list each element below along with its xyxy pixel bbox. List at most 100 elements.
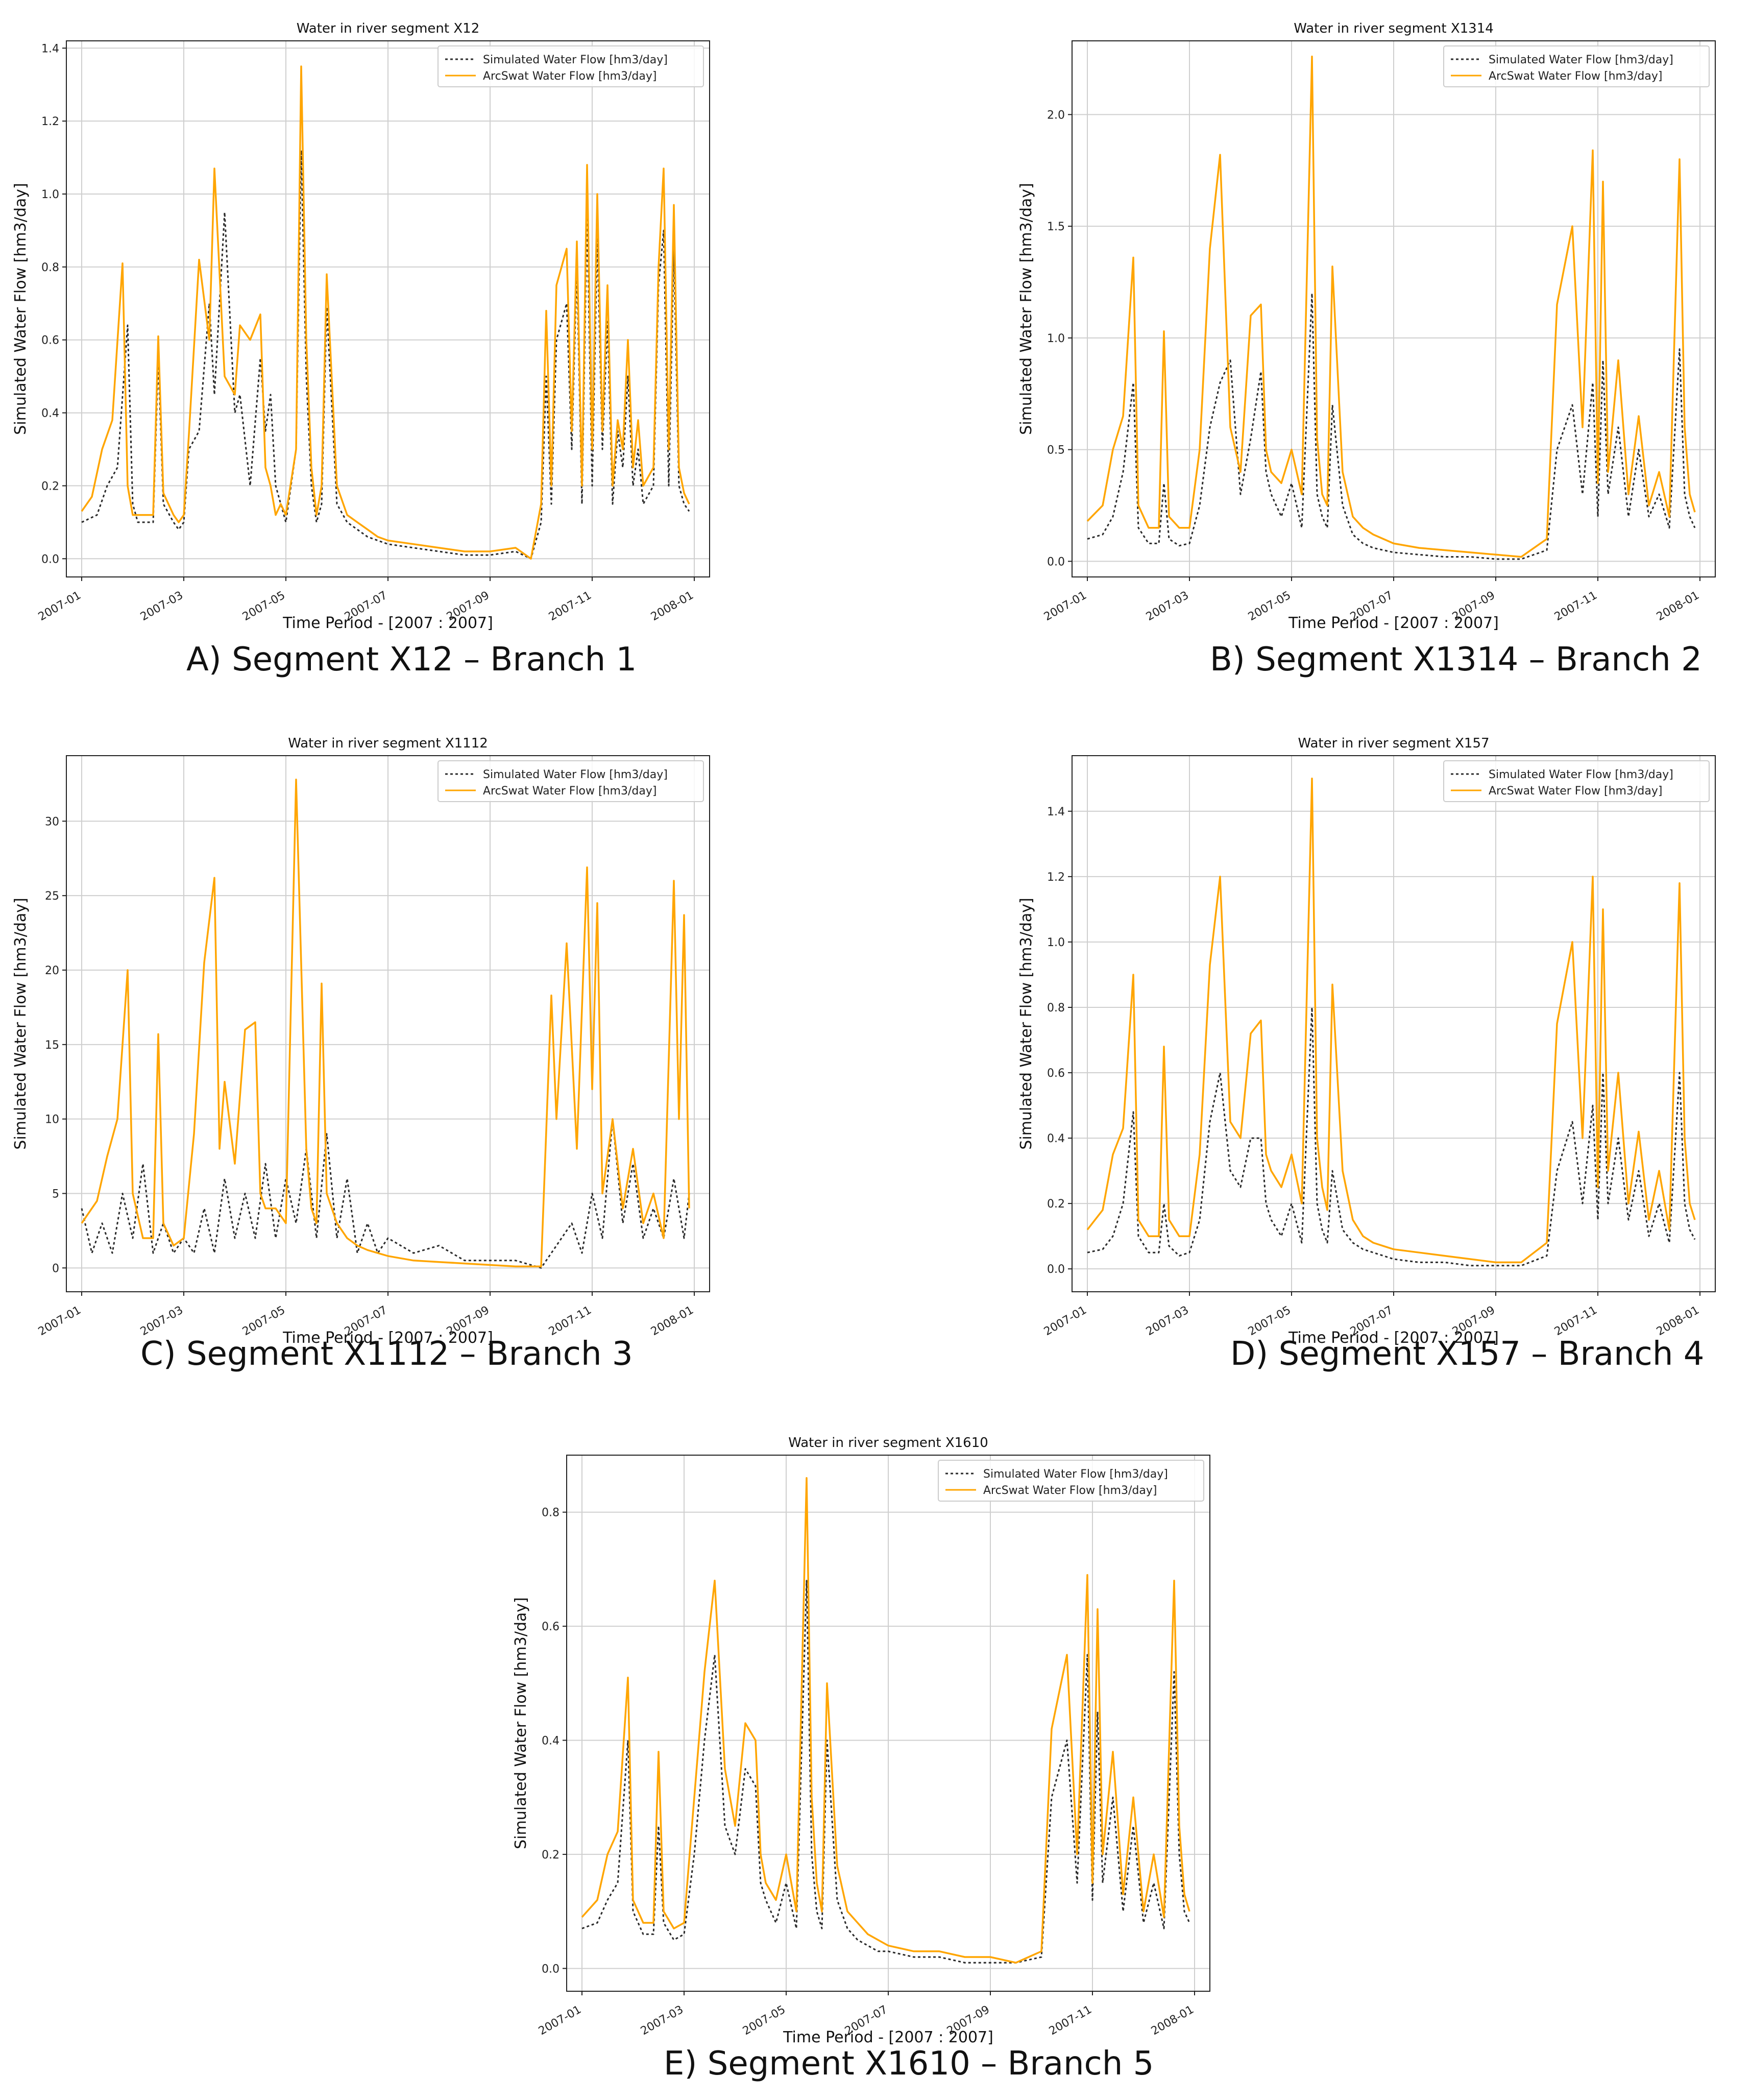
chart-x157: Water in river segment X157 0.0 0.2 0.4 0.6 0… [1017, 736, 1716, 1347]
legend-box [1443, 760, 1710, 802]
series-simulated-line [1087, 1006, 1696, 1267]
y-tick-label: 1.0 [41, 188, 59, 201]
x-tick-label: 2008-01 [1655, 589, 1701, 624]
caption-b: B) Segment X1314 – Branch 2 [1210, 641, 1702, 679]
y-tick-label: 25 [45, 890, 59, 903]
y-tick-label: 0.2 [41, 480, 59, 493]
plot-frame [1072, 755, 1716, 1292]
legend-label: Simulated Water Flow [hm3/day] [483, 54, 668, 66]
x-tick-label: 2007-11 [547, 589, 594, 624]
x-tick-label: 2007-01 [1042, 589, 1089, 624]
x-tick-label: 2007-11 [1552, 589, 1599, 624]
x-tick-label: 2008-01 [649, 1304, 696, 1339]
x-tick-label: 2008-01 [1655, 1304, 1701, 1339]
series-arcswat-line [1086, 55, 1696, 558]
x-tick-label: 2007-05 [240, 1304, 287, 1339]
y-tick-label: 0.0 [1047, 1263, 1065, 1276]
y-tick-label: 0.8 [542, 1507, 560, 1519]
y-axis-label: Simulated Water Flow [hm3/day] [12, 183, 30, 435]
y-tick-label: 0.6 [1047, 1067, 1065, 1080]
y-tick-label: 0.8 [1047, 1002, 1065, 1015]
series-simulated-line [1087, 292, 1696, 560]
chart-panel-b: Water in river segment X1314 0.0 0.5 1.0 1.5… [1016, 10, 1741, 669]
plot-frame [66, 40, 710, 577]
chart-x1610: Water in river segment X1610 0.0 0.2 0.4 0.6… [512, 1435, 1210, 2046]
chart-x1314: Water in river segment X1314 0.0 0.5 1.0 1.5… [1017, 21, 1716, 632]
y-tick-label: 5 [52, 1188, 59, 1201]
x-tick-label: 2007-05 [240, 589, 287, 624]
x-tick-label: 2007-03 [639, 2004, 686, 2038]
x-axis-label: Time Period - [2007 : 2007] [1288, 614, 1499, 632]
x-axis-label: Time Period - [2007 : 2007] [783, 2029, 993, 2046]
y-tick-label: 0.2 [1047, 1198, 1065, 1211]
y-tick-label: 0.4 [41, 407, 59, 420]
chart-panel-e: Water in river segment X1610 0.0 0.2 0.4 0.6… [510, 1425, 1235, 2083]
legend-box [938, 1460, 1204, 1502]
chart-title: Water in river segment X1112 [288, 736, 488, 751]
x-tick-label: 2007-01 [36, 1304, 83, 1339]
chart-title: Water in river segment X157 [1298, 736, 1489, 751]
chart-panel-d: Water in river segment X157 0.0 0.2 0.4 0.6 0… [1016, 725, 1741, 1384]
series-arcswat-line [81, 65, 690, 560]
y-tick-label: 1.4 [41, 42, 59, 55]
caption-e: E) Segment X1610 – Branch 5 [664, 2045, 1154, 2083]
x-tick-label: 2007-11 [1552, 1304, 1599, 1339]
legend-label: Simulated Water Flow [hm3/day] [483, 768, 668, 781]
legend-box [437, 45, 704, 87]
caption-a: A) Segment X12 – Branch 1 [186, 641, 637, 679]
legend-label: ArcSwat Water Flow [hm3/day] [1489, 70, 1662, 83]
legend-label: Simulated Water Flow [hm3/day] [983, 1468, 1168, 1481]
y-tick-label: 0.5 [1047, 444, 1065, 457]
x-axis-label: Time Period - [2007 : 2007] [1288, 1329, 1499, 1347]
y-tick-label: 0.0 [1047, 556, 1065, 568]
x-tick-label: 2007-03 [1144, 1304, 1191, 1339]
x-tick-label: 2007-01 [1042, 1304, 1089, 1339]
y-tick-label: 2.0 [1047, 109, 1065, 122]
x-axis-label: Time Period - [2007 : 2007] [282, 1329, 493, 1347]
x-axis-label: Time Period - [2007 : 2007] [282, 614, 493, 632]
chart-title: Water in river segment X1610 [788, 1435, 988, 1451]
y-tick-label: 15 [45, 1039, 59, 1052]
x-tick-label: 2007-05 [1246, 1304, 1293, 1339]
y-tick-label: 0.6 [41, 334, 59, 347]
x-tick-label: 2007-03 [1144, 589, 1191, 624]
y-tick-label: 1.5 [1047, 221, 1065, 233]
x-tick-label: 2007-01 [36, 589, 83, 624]
y-tick-label: 1.4 [1047, 806, 1065, 818]
chart-panel-c: Water in river segment X1112 0 5 10 15 20 25 30… [10, 725, 735, 1384]
caption-c: C) Segment X1112 – Branch 3 [140, 1335, 633, 1373]
caption-d: D) Segment X157 – Branch 4 [1230, 1335, 1705, 1373]
y-tick-label: 0.8 [41, 261, 59, 274]
y-tick-label: 0.4 [1047, 1132, 1065, 1145]
y-axis-label: Simulated Water Flow [hm3/day] [1017, 183, 1035, 435]
series-arcswat-line [1086, 778, 1696, 1264]
x-tick-label: 2007-03 [138, 589, 185, 624]
chart-title: Water in river segment X1314 [1294, 21, 1494, 36]
x-tick-label: 2007-03 [138, 1304, 185, 1339]
chart-title: Water in river segment X12 [297, 21, 480, 36]
x-tick-label: 2007-11 [547, 1304, 594, 1339]
y-tick-label: 0 [52, 1262, 59, 1275]
y-tick-label: 1.0 [1047, 332, 1065, 345]
chart-panel-a: Water in river segment X12 0.0 0.2 0.4 0.6 0.… [10, 10, 735, 669]
y-tick-label: 30 [45, 815, 59, 828]
y-tick-label: 1.2 [41, 115, 59, 128]
legend-label: ArcSwat Water Flow [hm3/day] [1489, 785, 1662, 798]
y-tick-label: 1.0 [1047, 936, 1065, 949]
x-tick-label: 2008-01 [649, 589, 696, 624]
chart-x12: Water in river segment X12 0.0 0.2 0.4 0.6 0.… [12, 21, 710, 632]
y-tick-label: 0.6 [542, 1621, 560, 1633]
legend-label: ArcSwat Water Flow [hm3/day] [483, 70, 656, 83]
y-tick-label: 10 [45, 1114, 59, 1126]
plot-frame [1072, 40, 1716, 577]
x-tick-label: 2007-05 [741, 2004, 788, 2038]
plot-frame [66, 755, 710, 1292]
legend-label: Simulated Water Flow [hm3/day] [1489, 768, 1673, 781]
legend-box [1443, 45, 1710, 87]
legend-box [437, 760, 704, 802]
series-simulated-line [81, 149, 690, 560]
y-axis-label: Simulated Water Flow [hm3/day] [512, 1597, 530, 1849]
y-tick-label: 0.0 [542, 1963, 560, 1975]
x-tick-label: 2007-01 [537, 2004, 583, 2038]
y-tick-label: 1.2 [1047, 871, 1065, 884]
